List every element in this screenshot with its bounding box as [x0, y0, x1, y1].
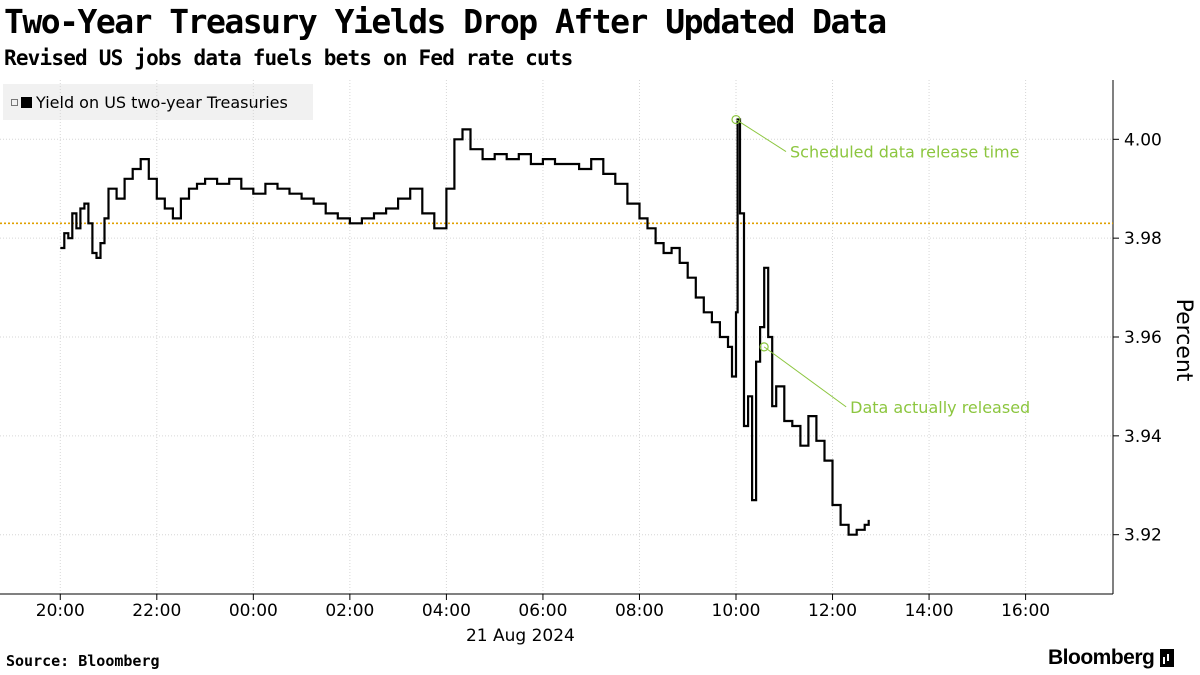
x-tick-label: 22:00	[132, 601, 181, 621]
bloomberg-logo: Bloomberg	[1048, 646, 1175, 670]
annotation-label: Data actually released	[850, 398, 1030, 417]
x-tick-label: 08:00	[615, 601, 664, 621]
legend-toggle-icon[interactable]	[11, 98, 18, 106]
x-tick-label: 04:00	[422, 601, 471, 621]
annotation-label: Scheduled data release time	[790, 143, 1019, 162]
y-tick-label: 4.00	[1124, 130, 1162, 150]
x-tick-label: 06:00	[518, 601, 567, 621]
page-title: Two-Year Treasury Yields Drop After Upda…	[4, 2, 887, 41]
x-tick-label: 00:00	[229, 601, 278, 621]
legend-label: Yield on US two-year Treasuries	[36, 92, 288, 112]
source-note: Source: Bloomberg	[6, 652, 160, 670]
page-subtitle: Revised US jobs data fuels bets on Fed r…	[4, 46, 573, 70]
x-tick-label: 16:00	[1001, 601, 1050, 621]
x-date-label: 21 Aug 2024	[466, 626, 575, 646]
y-tick-label: 3.98	[1124, 229, 1162, 249]
legend-swatch	[21, 96, 32, 108]
series-line	[60, 118, 870, 536]
y-tick-label: 3.94	[1124, 427, 1162, 447]
x-tick-label: 12:00	[808, 601, 857, 621]
y-axis-label: Percent	[1171, 299, 1196, 382]
annotation-marker	[731, 114, 741, 125]
annotation-leader	[735, 119, 787, 152]
x-tick-label: 02:00	[325, 601, 374, 621]
chart-legend[interactable]: Yield on US two-year Treasuries	[3, 84, 313, 120]
y-tick-label: 3.96	[1124, 328, 1162, 348]
x-tick-label: 20:00	[36, 601, 85, 621]
annotation-leader	[763, 346, 847, 408]
terminal-icon	[1160, 649, 1175, 667]
x-tick-label: 10:00	[712, 601, 761, 621]
logo-text: Bloomberg	[1048, 646, 1155, 669]
y-tick-label: 3.92	[1124, 526, 1162, 546]
annotation-marker	[759, 342, 769, 352]
x-tick-label: 14:00	[905, 601, 954, 621]
